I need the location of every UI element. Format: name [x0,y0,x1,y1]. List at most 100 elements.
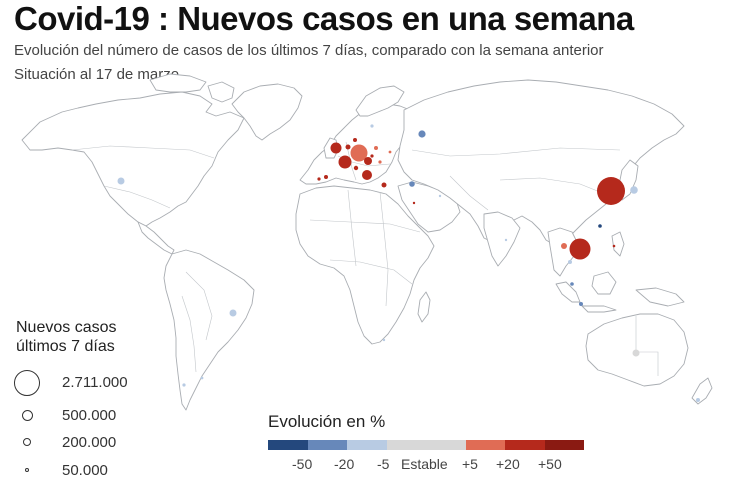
marker-south-africa [382,338,386,342]
land-new-guinea [635,287,685,307]
marker-germany [350,144,368,162]
marker-netherlands [345,144,351,150]
page-subtitle: Evolución del número de casos de los últ… [14,42,604,59]
scale-segment [465,440,505,450]
size-legend-title-line1: Nuevos casos [16,319,117,336]
scale-tick-label: -50 [292,456,313,472]
marker-philippines [612,244,616,248]
case-markers [117,124,700,402]
land-africa [295,185,435,345]
marker-czechia [370,154,374,158]
border-andes [181,295,197,373]
scale-segment [307,440,347,450]
border-australia [635,316,659,376]
size-legend-title-line2: últimos 7 días [16,338,115,355]
change-scale-ticks: -50 -20 -5 Estable +5 +20 +50 [266,456,596,474]
page-title: Covid-19 : Nuevos casos en una semana [14,0,634,37]
change-legend: Evolución en % -50 -20 -5 Estable +5 +20… [266,412,596,472]
border-europe-2 [345,141,357,181]
date-note: Situación al 17 de marzo [14,66,180,83]
change-color-scale [268,440,584,450]
border-us-mexico [103,185,171,209]
size-legend-label: 50.000 [62,462,108,479]
size-legend: Nuevos casos últimos 7 días 2.711.000 50… [14,318,164,480]
marker-poland [374,146,378,150]
border-africa-2 [329,259,413,285]
land-sumatra [555,281,581,303]
marker-cambodia [568,260,572,264]
scale-segment [386,440,426,450]
scale-segment [347,440,387,450]
marker-usa [117,177,125,185]
land-java [581,305,617,313]
land-madagascar [417,291,431,323]
marker-brazil [229,309,237,317]
border-russia [411,147,621,157]
marker-portugal [317,177,321,181]
size-legend-item: 500.000 [14,406,164,430]
marker-chile [182,383,186,387]
scale-tick-label: +20 [496,456,520,472]
marker-korea [597,177,625,205]
border-central-asia [449,175,489,211]
land-asia [397,79,685,247]
marker-italy [362,170,372,180]
size-circle-icon [22,410,33,421]
marker-taiwan [598,224,602,228]
marker-spain [324,175,328,179]
land-india [483,211,521,267]
land-europe [299,103,417,185]
scale-segment [544,440,584,450]
marker-malaysia [570,282,574,286]
size-legend-title: Nuevos casos últimos 7 días [16,318,117,356]
marker-france [338,155,352,169]
marker-new-zealand [696,398,700,402]
size-circle-icon [14,370,40,396]
marker-india [504,238,508,242]
marker-israel [412,201,416,205]
scale-segment [505,440,545,450]
border-brazil [185,271,213,341]
marker-balkans [381,182,387,188]
scale-tick-label: +50 [538,456,562,472]
size-legend-label: 2.711.000 [62,374,128,391]
scale-tick-label: -20 [334,456,355,472]
marker-switzerland [353,165,359,171]
size-legend-item: 200.000 [14,434,164,458]
scale-tick-label: -5 [377,456,390,472]
border-us-canada [71,145,215,159]
land-indochina [547,227,579,277]
country-borders [71,141,659,376]
marker-argentina [200,376,204,380]
border-africa-4 [379,191,389,307]
size-legend-label: 200.000 [62,434,117,451]
land-new-zealand [691,377,713,405]
land-north-america [21,91,245,227]
size-legend-item: 50.000 [14,462,164,486]
change-legend-title: Evolución en % [268,412,386,431]
marker-sweden [370,124,374,128]
land-greenland [231,83,303,141]
land-borneo [591,271,617,295]
land-arctic-islands [149,73,207,93]
border-china [499,177,611,197]
marker-iran [438,194,442,198]
land-philippines [611,231,625,257]
scale-segment [268,440,308,450]
marker-indonesia [579,302,583,306]
size-circle-icon [23,438,31,446]
land-south-america [163,249,255,411]
border-africa-1 [309,219,421,233]
marker-ukraine [388,150,392,154]
land-baffin [207,81,235,103]
marker-uk [330,142,342,154]
marker-australia [632,349,640,357]
marker-austria [364,157,372,165]
marker-japan [630,186,638,194]
scale-segment [426,440,466,450]
marker-thailand [561,243,567,249]
land-central-america [137,221,175,255]
marker-hungary [378,160,382,164]
marker-vietnam [569,238,591,260]
